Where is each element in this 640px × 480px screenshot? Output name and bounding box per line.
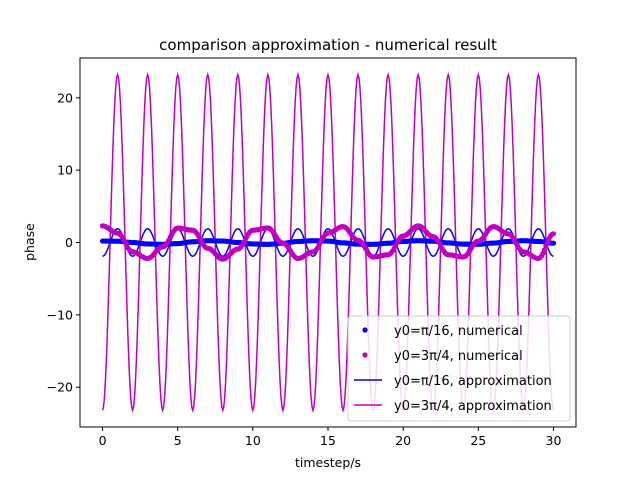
- legend-label-1: y0=3π/4, numerical: [394, 349, 523, 364]
- legend-label-0: y0=π/16, numerical: [394, 324, 523, 339]
- y-tick-label: 10: [57, 163, 73, 178]
- y-tick-label: 0: [65, 235, 73, 250]
- axes: 0 5 10 15 20 25 30 −20 −10 0 10 20: [47, 57, 577, 448]
- series-line-3: [101, 71, 555, 414]
- y-tick-label: −10: [47, 307, 73, 322]
- x-tick-label: 5: [174, 433, 182, 448]
- plot-area: [99, 71, 557, 414]
- legend-label-3: y0=3π/4, approximation: [394, 399, 552, 414]
- x-tick-label: 25: [470, 433, 486, 448]
- legend: y0=π/16, numerical y0=3π/4, numerical y0=π…: [347, 315, 571, 422]
- series-dot-1: [550, 231, 557, 237]
- plot-series-group: [99, 71, 557, 414]
- y-axis-label: phase: [22, 223, 37, 261]
- legend-marker-1: [362, 352, 368, 358]
- x-tick-label: 0: [99, 433, 107, 448]
- x-tick-label: 15: [320, 433, 336, 448]
- y-tick-label: −20: [47, 380, 73, 395]
- x-axis-label: timestep/s: [295, 455, 361, 470]
- x-tick-label: 20: [395, 433, 411, 448]
- x-tick-label: 30: [546, 433, 562, 448]
- y-tick-label: 20: [57, 90, 73, 105]
- series-dot-0: [550, 240, 557, 246]
- chart-title: comparison approximation - numerical res…: [159, 36, 497, 54]
- legend-box: [347, 315, 571, 422]
- x-tick-label: 10: [245, 433, 261, 448]
- legend-marker-0: [362, 327, 368, 333]
- legend-label-2: y0=π/16, approximation: [394, 374, 552, 389]
